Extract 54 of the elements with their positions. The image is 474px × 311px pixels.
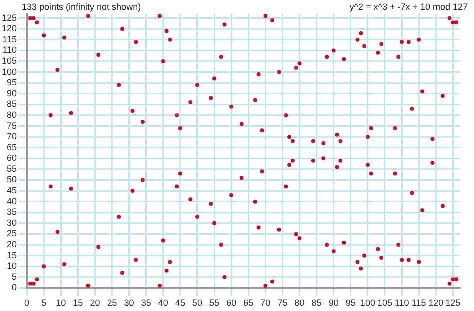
y-tick-label: 95 [7, 78, 18, 88]
x-tick-label: 75 [278, 298, 288, 308]
y-tick-label: 15 [7, 250, 18, 260]
y-tick-label: 75 [7, 120, 18, 131]
y-tick-label: 40 [7, 196, 18, 206]
x-tick-label: 50 [192, 298, 202, 308]
y-tick-label: 5 [12, 272, 18, 282]
x-tick-label: 40 [158, 298, 168, 308]
y-tick-label: 0 [12, 282, 18, 293]
chart-subtitle: y^2 = x^3 + -7x + 10 mod 127 [350, 2, 468, 12]
x-tick-label: 45 [175, 298, 186, 308]
y-tick-label: 115 [2, 34, 18, 44]
x-tick-label: 125 [446, 298, 461, 308]
x-tick-label: 90 [328, 298, 339, 308]
x-tick-label: 115 [412, 298, 426, 308]
x-tick-label: 10 [56, 298, 66, 308]
y-tick-label: 125 [2, 12, 18, 23]
y-tick-label: 10 [7, 261, 18, 272]
x-tick-label: 30 [124, 298, 134, 308]
y-tick-label: 100 [2, 66, 18, 77]
y-tick-label: 85 [7, 99, 18, 110]
y-tick-label: 45 [7, 186, 18, 196]
x-tick-label: 95 [346, 298, 356, 308]
y-tick-label: 25 [7, 228, 18, 239]
x-tick-label: 70 [260, 298, 271, 308]
x-tick-label: 25 [107, 298, 118, 308]
chart-title: 133 points (infinity not shown) [22, 2, 142, 12]
x-tick-label: 110 [394, 298, 410, 308]
y-tick-label: 120 [2, 24, 18, 34]
x-tick-label: 35 [141, 298, 152, 308]
x-tick-label: 60 [226, 298, 237, 308]
x-tick-label: 120 [428, 298, 444, 308]
y-tick-label: 60 [7, 153, 18, 164]
y-tick-label: 50 [7, 174, 18, 185]
y-tick-label: 110 [2, 45, 18, 56]
x-tick-label: 80 [294, 298, 305, 308]
x-tick-label: 0 [24, 298, 30, 308]
x-tick-label: 105 [377, 298, 393, 308]
x-tick-label: 65 [244, 298, 254, 308]
y-tick-label: 55 [7, 164, 18, 174]
y-tick-label: 80 [7, 110, 18, 120]
y-tick-label: 35 [7, 207, 18, 218]
x-tick-label: 85 [312, 298, 322, 308]
y-tick-label: 20 [7, 240, 18, 250]
y-tick-label: 70 [7, 132, 18, 142]
x-tick-label: 20 [90, 298, 100, 308]
x-tick-label: 5 [42, 298, 47, 308]
x-tick-label: 55 [210, 298, 220, 308]
x-tick-label: 15 [73, 298, 84, 308]
y-tick-label: 105 [2, 56, 18, 66]
y-tick-label: 65 [7, 142, 18, 152]
y-tick-label: 30 [7, 218, 18, 228]
x-tick-label: 100 [360, 298, 376, 308]
y-tick-label: 90 [7, 88, 18, 98]
